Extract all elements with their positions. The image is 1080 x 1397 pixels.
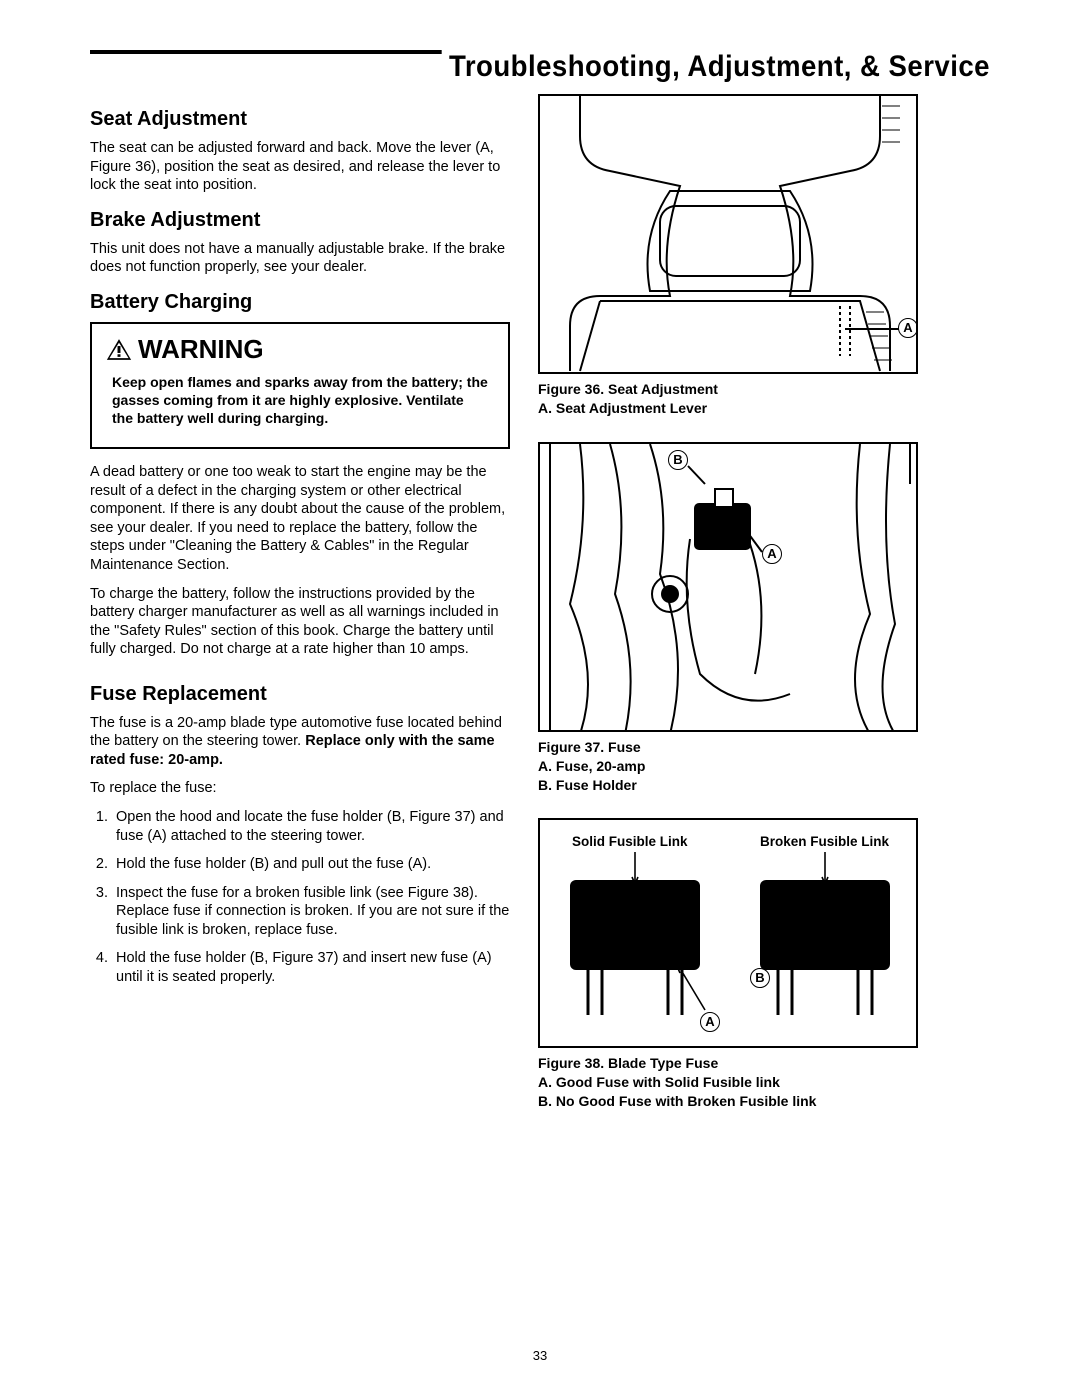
fig36-caption: Figure 36. Seat Adjustment A. Seat Adjus… (538, 380, 938, 418)
warning-label: WARNING (138, 334, 264, 365)
brake-body: This unit does not have a manually adjus… (90, 240, 510, 277)
page-number: 33 (0, 1348, 1080, 1363)
battery-p2: To charge the battery, follow the instru… (90, 585, 510, 659)
warning-box: WARNING Keep open flames and sparks away… (90, 322, 510, 450)
battery-p1: A dead battery or one too weak to start … (90, 463, 510, 574)
figure-38: Solid Fusible Link Broken Fusible Link (538, 818, 918, 1048)
warning-text: Keep open flames and sparks away from th… (106, 373, 494, 436)
fuse-step: Hold the fuse holder (B, Figure 37) and … (112, 949, 510, 986)
fig36-label-a: A (898, 318, 918, 338)
figure-36: A (538, 94, 918, 374)
fuse-intro2: To replace the fuse: (90, 779, 510, 798)
fig38-label-a: A (700, 1012, 720, 1032)
fuse-intro: The fuse is a 20-amp blade type automoti… (90, 714, 510, 770)
brake-heading: Brake Adjustment (90, 209, 510, 232)
left-column: Seat Adjustment The seat can be adjusted… (90, 94, 510, 1111)
fig37-label-a: A (762, 544, 782, 564)
right-column: A Figure 36. Seat Adjustment A. Seat Adj… (538, 94, 938, 1111)
fuse-step: Hold the fuse holder (B) and pull out th… (112, 855, 510, 874)
fuse-step: Open the hood and locate the fuse holder… (112, 808, 510, 845)
seat-heading: Seat Adjustment (90, 108, 510, 131)
battery-heading: Battery Charging (90, 291, 510, 314)
fuse-steps: Open the hood and locate the fuse holder… (90, 808, 510, 986)
fig38-label-b: B (750, 968, 770, 988)
fuse-location-diagram (540, 444, 918, 732)
seat-diagram (540, 96, 918, 374)
figure-37: B A (538, 442, 918, 732)
fig38-broken-label: Broken Fusible Link (760, 834, 889, 849)
page-header: Troubleshooting, Adjustment, & Service (442, 50, 990, 84)
warning-icon (106, 338, 132, 361)
fig37-label-b: B (668, 450, 688, 470)
fig38-caption: Figure 38. Blade Type Fuse A. Good Fuse … (538, 1054, 938, 1111)
fuse-step: Inspect the fuse for a broken fusible li… (112, 884, 510, 940)
fig38-solid-label: Solid Fusible Link (572, 834, 688, 849)
seat-body: The seat can be adjusted forward and bac… (90, 139, 510, 195)
fuse-heading: Fuse Replacement (90, 683, 510, 706)
fuse-diagram (540, 820, 918, 1048)
fig37-caption: Figure 37. Fuse A. Fuse, 20-amp B. Fuse … (538, 738, 938, 795)
